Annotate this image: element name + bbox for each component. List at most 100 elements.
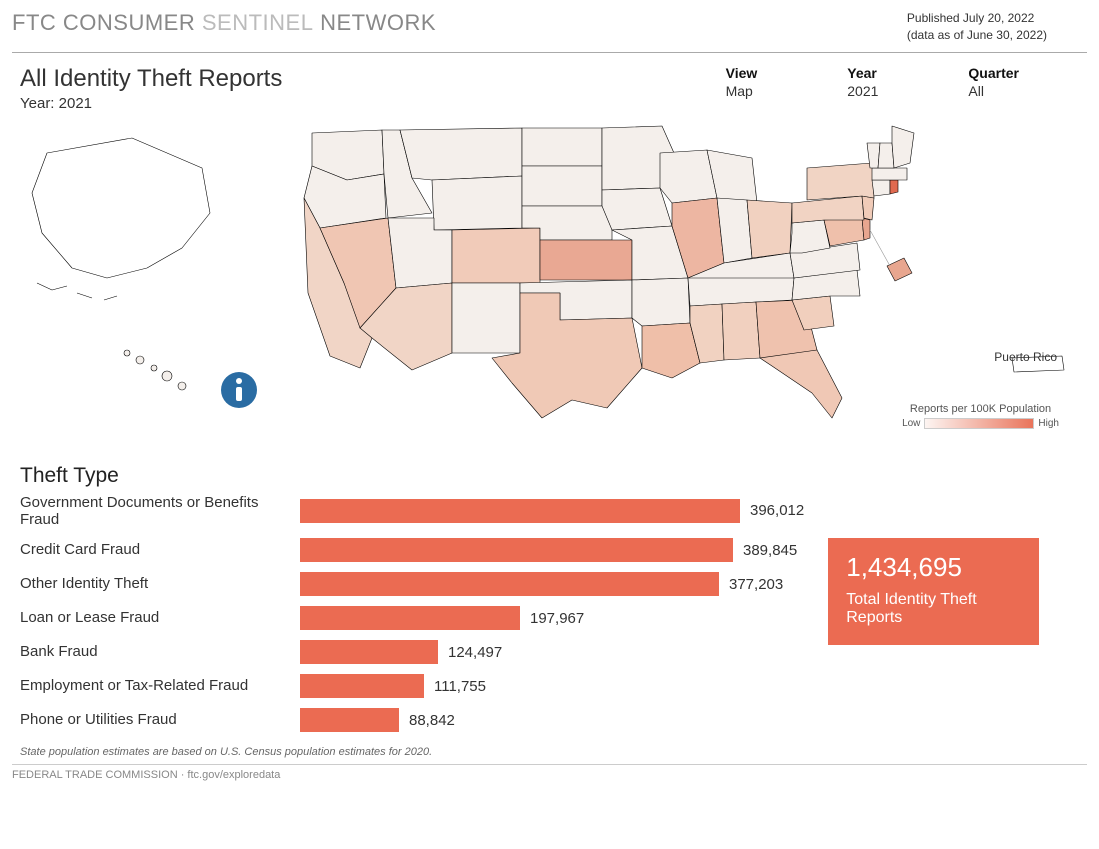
bar-label: Employment or Tax-Related Fraud (20, 677, 300, 694)
filter-view[interactable]: View Map (726, 65, 758, 99)
divider-top (12, 52, 1087, 53)
state-MD[interactable] (824, 218, 864, 246)
bar-track: 124,497 (300, 640, 804, 664)
puerto-rico-label: Puerto Rico (994, 350, 1057, 364)
bar-value: 389,845 (743, 542, 797, 559)
footer: FEDERAL TRADE COMMISSION · ftc.gov/explo… (12, 769, 1087, 781)
bar-row[interactable]: Other Identity Theft 377,203 (20, 572, 804, 596)
state-AR[interactable] (632, 278, 690, 326)
bar-fill (300, 499, 740, 523)
state-LA[interactable] (642, 323, 700, 378)
data-asof: (data as of June 30, 2022) (907, 27, 1047, 44)
published-block: Published July 20, 2022 (data as of June… (907, 10, 1087, 44)
theft-type-section: Theft Type Government Documents or Benef… (12, 464, 1087, 759)
filter-view-value: Map (726, 83, 758, 99)
total-reports-value: 1,434,695 (846, 552, 1021, 583)
state-WV[interactable] (790, 220, 830, 253)
bar-row[interactable]: Credit Card Fraud 389,845 (20, 538, 804, 562)
footnote: State population estimates are based on … (20, 746, 1079, 758)
state-AL[interactable] (722, 302, 760, 360)
state-CO[interactable] (452, 228, 540, 283)
bar-fill (300, 606, 520, 630)
bar-track: 396,012 (300, 499, 804, 523)
page-subtitle: Year: 2021 (20, 95, 282, 112)
filter-year-label: Year (847, 65, 878, 81)
brand-p2: SENTINEL (202, 10, 314, 35)
page-title: All Identity Theft Reports (20, 65, 282, 93)
filter-year[interactable]: Year 2021 (847, 65, 878, 99)
map-legend: Reports per 100K Population Low High (902, 403, 1059, 429)
filter-quarter[interactable]: Quarter All (968, 65, 1019, 99)
state-RI[interactable] (890, 180, 898, 194)
bar-row[interactable]: Bank Fraud 124,497 (20, 640, 804, 664)
bar-label: Other Identity Theft (20, 575, 300, 592)
bar-row[interactable]: Loan or Lease Fraud 197,967 (20, 606, 804, 630)
state-OH[interactable] (747, 200, 792, 258)
bar-value: 124,497 (448, 644, 502, 661)
state-KS[interactable] (540, 240, 632, 280)
state-SD[interactable] (522, 166, 602, 206)
filter-quarter-value: All (968, 83, 1019, 99)
state-FL[interactable] (760, 350, 842, 418)
page-title-block: All Identity Theft Reports Year: 2021 (20, 65, 282, 112)
state-DE-callout[interactable] (887, 258, 912, 281)
state-PA[interactable] (792, 196, 864, 223)
bar-row[interactable]: Phone or Utilities Fraud 88,842 (20, 708, 804, 732)
state-ND[interactable] (522, 128, 602, 166)
state-IA[interactable] (602, 188, 672, 230)
state-WY[interactable] (432, 176, 522, 230)
bar-row[interactable]: Employment or Tax-Related Fraud 111,755 (20, 674, 804, 698)
published-date: Published July 20, 2022 (907, 10, 1047, 27)
bar-fill (300, 572, 719, 596)
filter-quarter-label: Quarter (968, 65, 1019, 81)
controls-row: All Identity Theft Reports Year: 2021 Vi… (12, 61, 1087, 112)
state-NY[interactable] (807, 163, 874, 200)
bar-track: 197,967 (300, 606, 804, 630)
bar-value: 111,755 (434, 678, 486, 695)
bar-label: Bank Fraud (20, 643, 300, 660)
bar-label: Phone or Utilities Fraud (20, 711, 300, 728)
state-MT[interactable] (400, 128, 522, 180)
state-ME[interactable] (892, 126, 914, 168)
brand-title: FTC CONSUMER SENTINEL NETWORK (12, 10, 436, 36)
state-AK[interactable] (32, 138, 210, 300)
filter-year-value: 2021 (847, 83, 878, 99)
total-reports-box: 1,434,695 Total Identity Theft Reports (828, 538, 1039, 645)
state-NJ[interactable] (862, 196, 874, 220)
header: FTC CONSUMER SENTINEL NETWORK Published … (12, 10, 1087, 52)
state-HI[interactable] (124, 350, 186, 390)
bar-value: 88,842 (409, 712, 455, 729)
divider-bottom (12, 764, 1087, 765)
bar-value: 396,012 (750, 502, 804, 519)
total-reports-label: Total Identity Theft Reports (846, 591, 1021, 627)
state-line-DE (870, 230, 890, 266)
bar-row[interactable]: Government Documents or Benefits Fraud 39… (20, 494, 804, 529)
bar-track: 389,845 (300, 538, 804, 562)
state-NM[interactable] (452, 283, 520, 353)
legend-gradient (924, 418, 1034, 429)
theft-type-title: Theft Type (20, 464, 1079, 488)
legend-title: Reports per 100K Population (902, 403, 1059, 415)
state-MA[interactable] (872, 168, 907, 180)
state-NH[interactable] (878, 143, 894, 168)
map-area: Puerto Rico Reports per 100K Population … (12, 118, 1087, 458)
brand-p1: FTC CONSUMER (12, 10, 195, 35)
state-CT[interactable] (872, 180, 890, 196)
bar-value: 377,203 (729, 576, 783, 593)
us-map[interactable] (12, 118, 1082, 448)
bar-label: Government Documents or Benefits Fraud (20, 494, 300, 529)
brand-p3: NETWORK (320, 10, 436, 35)
theft-bar-chart: Government Documents or Benefits Fraud 39… (20, 494, 804, 743)
filters: View Map Year 2021 Quarter All (726, 65, 1079, 99)
bar-label: Credit Card Fraud (20, 541, 300, 558)
bar-fill (300, 708, 399, 732)
bar-value: 197,967 (530, 610, 584, 627)
info-icon[interactable] (219, 370, 259, 410)
bar-fill (300, 538, 733, 562)
filter-view-label: View (726, 65, 758, 81)
bar-track: 377,203 (300, 572, 804, 596)
bar-fill (300, 674, 424, 698)
legend-low: Low (902, 418, 920, 429)
bar-label: Loan or Lease Fraud (20, 609, 300, 626)
bar-fill (300, 640, 438, 664)
